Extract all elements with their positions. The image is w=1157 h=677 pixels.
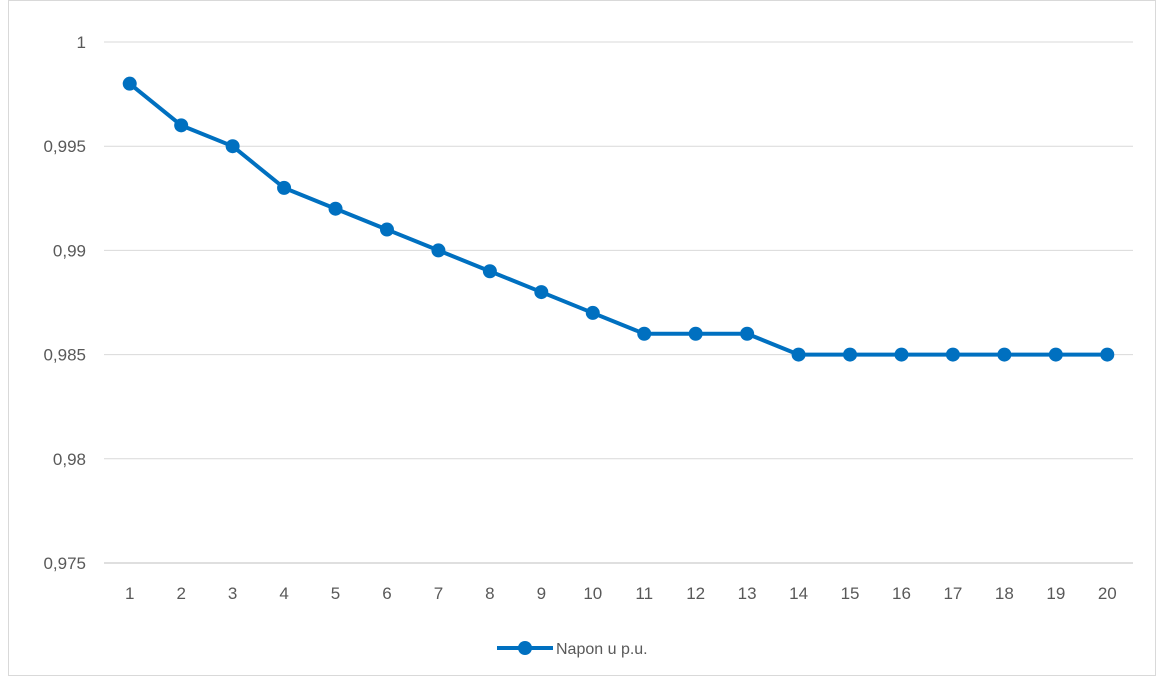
x-tick-label: 15: [841, 584, 860, 603]
data-point: [945, 347, 960, 362]
data-point: [791, 347, 806, 362]
y-tick-label: 0,995: [43, 137, 86, 156]
data-point: [482, 264, 497, 279]
x-tick-label: 1: [125, 584, 134, 603]
x-tick-label: 8: [485, 584, 494, 603]
x-tick-label: 6: [382, 584, 391, 603]
series-layer: [122, 76, 1115, 362]
data-point: [534, 285, 549, 300]
data-point: [225, 139, 240, 154]
x-tick-label: 9: [537, 584, 546, 603]
data-point: [431, 243, 446, 258]
x-tick-label: 4: [279, 584, 288, 603]
data-point: [843, 347, 858, 362]
x-tick-label: 13: [738, 584, 757, 603]
y-tick-label: 1: [77, 33, 86, 52]
data-point: [585, 305, 600, 320]
x-tick-label: 19: [1046, 584, 1065, 603]
gridlines: [104, 41, 1133, 564]
y-tick-label: 0,985: [43, 346, 86, 365]
series-line: [127, 81, 1110, 357]
x-tick-label: 10: [583, 584, 602, 603]
data-point: [379, 222, 394, 237]
x-axis-tick-labels: 1 2 3 4 5 6 7 8 9 10 11 12 13 14 15 16 17 18 19 20: [125, 584, 1117, 603]
x-tick-label: 5: [331, 584, 340, 603]
data-point: [174, 118, 189, 133]
data-point: [277, 180, 292, 195]
x-tick-label: 7: [434, 584, 443, 603]
x-tick-label: 18: [995, 584, 1014, 603]
legend-marker: [518, 641, 532, 655]
data-point: [1048, 347, 1063, 362]
data-point: [894, 347, 909, 362]
data-point: [328, 201, 343, 216]
x-tick-label: 2: [176, 584, 185, 603]
data-point: [740, 326, 755, 341]
x-tick-label: 14: [789, 584, 808, 603]
y-tick-label: 0,975: [43, 554, 86, 573]
data-point: [637, 326, 652, 341]
x-tick-label: 20: [1098, 584, 1117, 603]
legend: Napon u p.u.: [497, 641, 648, 658]
data-point: [1100, 347, 1115, 362]
x-tick-label: 3: [228, 584, 237, 603]
x-tick-label: 11: [635, 584, 653, 603]
y-tick-label: 0,99: [53, 241, 86, 260]
x-tick-label: 12: [686, 584, 705, 603]
x-tick-label: 16: [892, 584, 911, 603]
legend-label: Napon u p.u.: [556, 641, 648, 658]
y-tick-label: 0,98: [53, 450, 86, 469]
data-point: [122, 76, 137, 91]
data-point: [688, 326, 703, 341]
data-point: [997, 347, 1012, 362]
y-axis-tick-labels: 0,975 0,98 0,985 0,99 0,995 1: [43, 33, 86, 573]
x-tick-label: 17: [943, 584, 962, 603]
